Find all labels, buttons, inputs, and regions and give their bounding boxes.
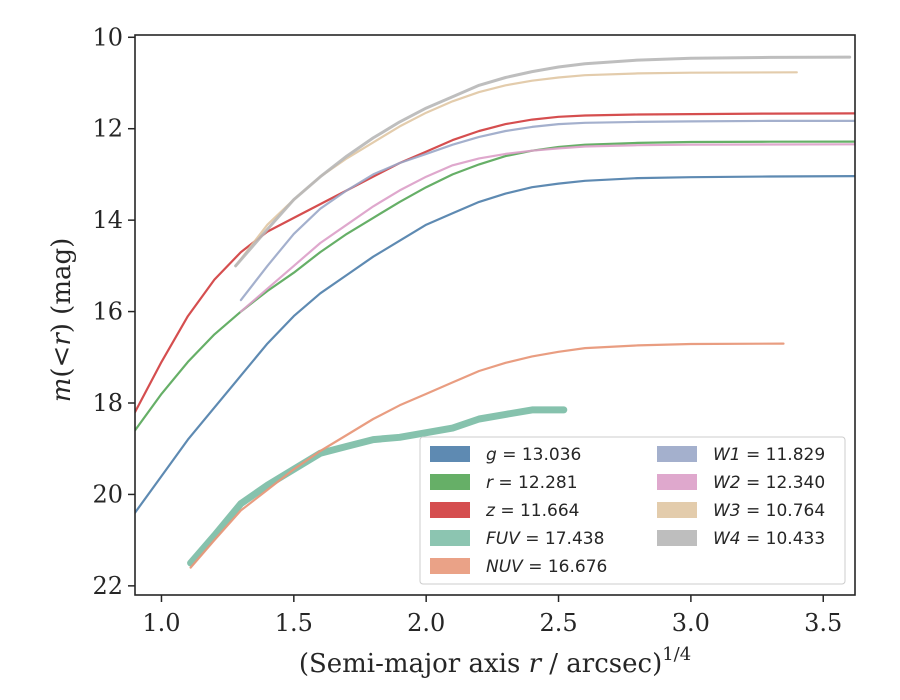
legend-swatch-w3 <box>657 502 697 518</box>
legend-box <box>419 436 846 585</box>
series-line-w1 <box>239 119 855 302</box>
legend-label-r: r = 12.281 <box>486 473 578 493</box>
legend-swatch-z <box>430 502 470 518</box>
series-line-w3 <box>234 71 798 267</box>
series-line-g <box>135 175 855 514</box>
legend-swatch-g <box>430 446 470 462</box>
x-tick-label: 3.0 <box>672 609 710 637</box>
x-axis-title: (Semi-major axis r / arcsec)1/4 <box>299 644 691 679</box>
legend-label-w3: W3 = 10.764 <box>713 501 825 521</box>
x-tick-label: 3.5 <box>804 609 842 637</box>
series-line-r <box>135 140 855 432</box>
legend-label-z: z = 11.664 <box>485 501 579 521</box>
y-tick-label: 18 <box>92 389 123 417</box>
legend-swatch-w4 <box>657 530 697 546</box>
legend: g = 13.036 r = 12.281 z = 11.664 FUV = 17.4… <box>419 436 846 585</box>
series-line-w4 <box>234 55 852 268</box>
legend-swatch-fuv <box>430 530 470 546</box>
series-line-fuv <box>187 406 568 567</box>
y-axis-title: m(<r) (mag) <box>47 238 77 403</box>
legend-label-w2: W2 = 12.340 <box>713 473 825 493</box>
y-tick-label: 16 <box>92 298 123 326</box>
y-tick-label: 12 <box>92 115 123 143</box>
x-tick-label: 2.5 <box>539 609 577 637</box>
y-tick-label: 10 <box>92 23 123 51</box>
legend-swatch-nuv <box>430 558 470 574</box>
legend-swatch-r <box>430 474 470 490</box>
series-layer <box>135 55 855 569</box>
legend-swatch-w1 <box>657 446 697 462</box>
legend-items: g = 13.036 r = 12.281 z = 11.664 FUV = 17.4… <box>430 445 825 577</box>
legend-label-nuv: NUV = 16.676 <box>486 557 607 577</box>
y-tick-label: 20 <box>92 480 123 508</box>
x-tick-label: 1.5 <box>275 609 313 637</box>
plot-frame <box>134 34 856 596</box>
y-tick-label: 22 <box>92 572 123 600</box>
ticks-layer: 1.0 1.5 2.0 2.5 3.0 3.5 10 12 14 16 18 20 22 <box>92 23 842 637</box>
y-tick-label: 14 <box>92 206 123 234</box>
series-line-w2 <box>239 143 855 313</box>
x-tick-label: 1.0 <box>142 609 180 637</box>
legend-label-g: g = 13.036 <box>486 445 581 465</box>
legend-label-w4: W4 = 10.433 <box>713 529 825 549</box>
series-line-nuv <box>189 342 785 569</box>
series-line-z <box>135 112 855 414</box>
x-tick-label: 2.0 <box>407 609 445 637</box>
legend-label-w1: W1 = 11.829 <box>713 445 825 465</box>
legend-swatch-w2 <box>657 474 697 490</box>
legend-label-fuv: FUV = 17.438 <box>486 529 604 549</box>
